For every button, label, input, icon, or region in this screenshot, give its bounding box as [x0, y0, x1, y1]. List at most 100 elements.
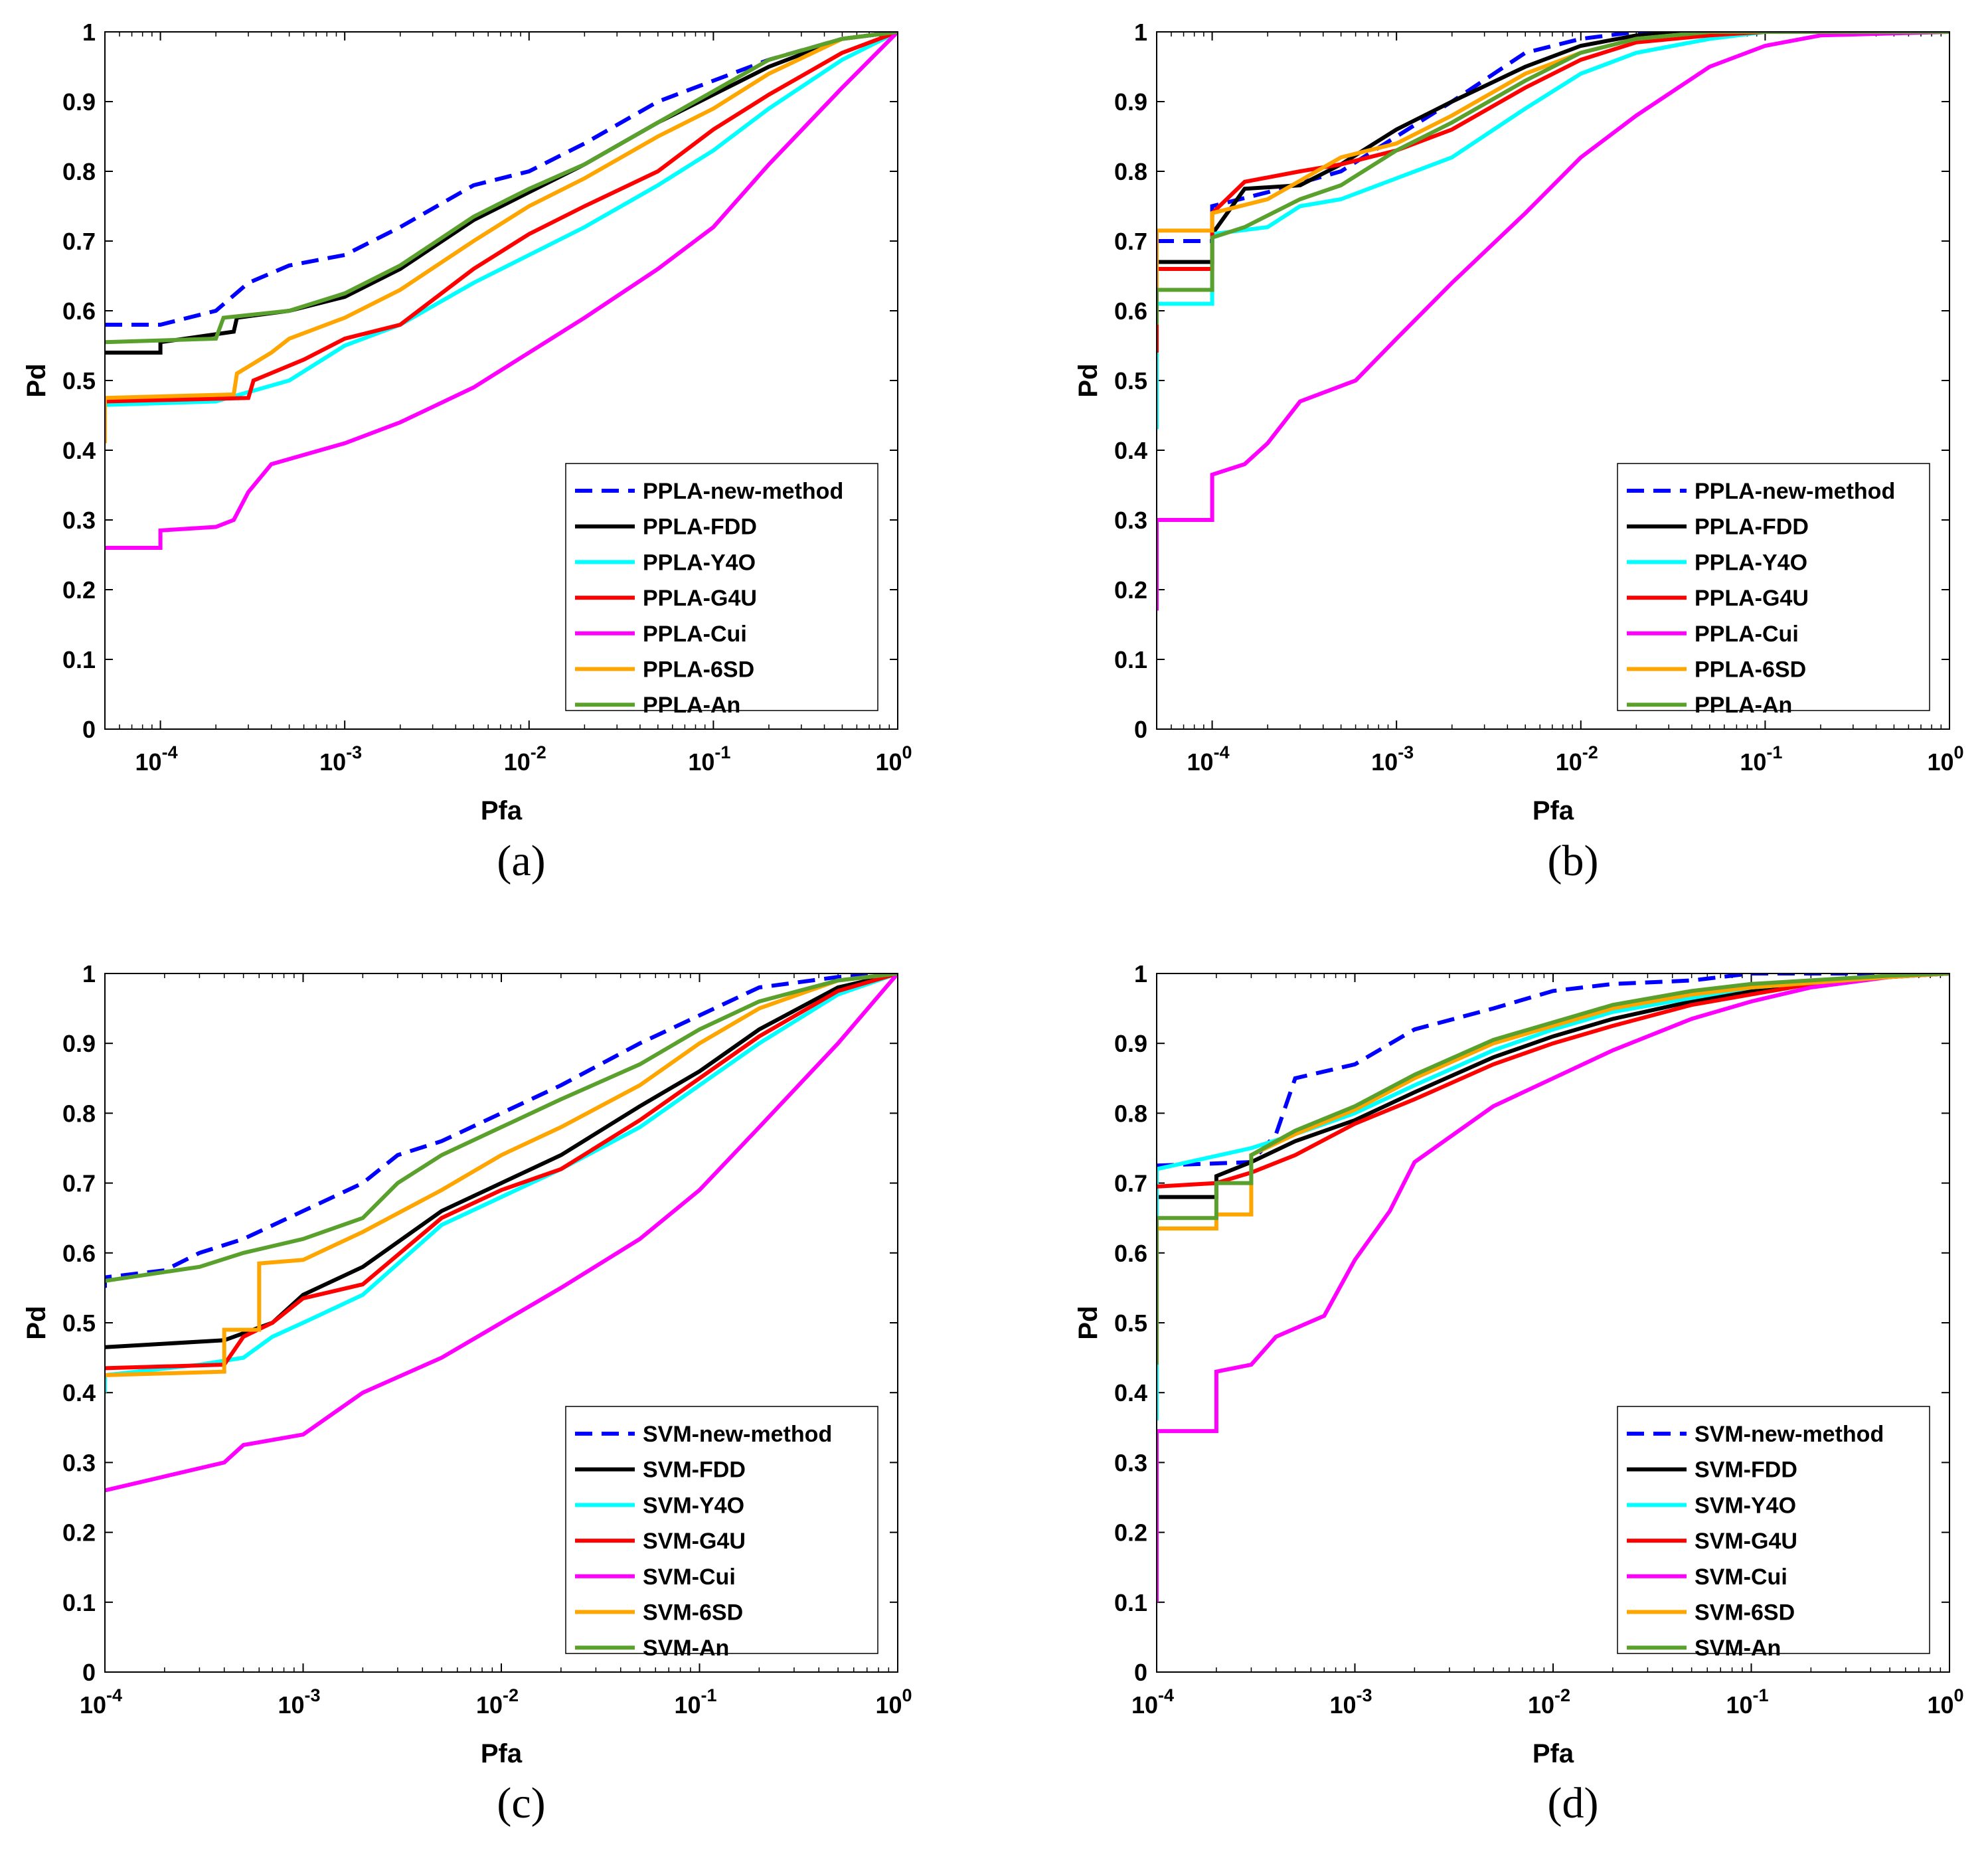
x-tick-base: 10 [875, 748, 902, 776]
y-tick-label: 0.6 [1114, 297, 1147, 325]
x-tick-label: 10-1 [1740, 742, 1782, 776]
series-group [105, 32, 898, 550]
legend-label: SVM-Cui [1695, 1564, 1787, 1590]
legend-label: SVM-Y4O [643, 1493, 744, 1518]
axes-frame [1156, 973, 1950, 1673]
series-line-ppla-new-method [1157, 32, 1949, 243]
legend-label: SVM-FDD [643, 1458, 746, 1483]
x-tick-label: 100 [875, 742, 912, 776]
legend-label: PPLA-An [643, 693, 740, 718]
y-tick-label: 0.4 [62, 1379, 96, 1406]
y-tick-label: 0 [1134, 1659, 1147, 1686]
series-line-ppla-an [1157, 32, 1949, 325]
series-line-svm-y4o [105, 973, 898, 1393]
y-tick-label: 0.8 [1114, 158, 1147, 185]
x-tick-base: 10 [1726, 1691, 1752, 1719]
series-line-ppla-cui [1157, 32, 1949, 611]
series-line-svm-g4u [105, 973, 898, 1371]
series-line-ppla-y4o [105, 32, 898, 407]
y-tick-label: 0.7 [62, 228, 96, 255]
y-tick-label: 0.3 [62, 1449, 96, 1476]
x-axis-label: Pfa [1532, 796, 1574, 825]
x-tick-exponent: -3 [1357, 1685, 1372, 1705]
legend-label: PPLA-An [1695, 693, 1792, 718]
x-tick-exponent: -3 [1398, 742, 1414, 762]
panel-caption: (d) [1548, 1779, 1599, 1827]
x-tick-base: 10 [1371, 748, 1398, 776]
y-tick-label: 0.2 [62, 576, 96, 604]
x-tick-base: 10 [1556, 748, 1582, 776]
x-tick-base: 10 [875, 1691, 902, 1719]
series-group [1157, 32, 1949, 611]
y-tick-label: 0.5 [1114, 1309, 1147, 1337]
y-tick-label: 0.4 [1114, 437, 1147, 464]
legend-label: SVM-new-method [1695, 1422, 1884, 1447]
y-tick-label: 0.8 [62, 158, 96, 185]
x-tick-exponent: -3 [305, 1685, 321, 1705]
y-tick-label: 0.6 [62, 1240, 96, 1267]
series-line-svm-cui [105, 973, 898, 1493]
series-line-ppla-6sd [105, 32, 898, 444]
panel-caption: (c) [497, 1779, 545, 1827]
legend-label: PPLA-new-method [643, 479, 843, 504]
y-axis-label: Pd [22, 363, 51, 397]
y-axis-label: Pd [22, 1306, 51, 1339]
series-line-svm-6sd [1157, 973, 1949, 1230]
x-tick-base: 10 [1528, 1691, 1554, 1719]
y-tick-label: 1 [1134, 19, 1147, 46]
x-tick-label: 100 [875, 1685, 912, 1719]
y-tick-label: 0.4 [1114, 1379, 1147, 1406]
x-tick-exponent: -1 [1766, 742, 1782, 762]
series-line-svm-6sd [105, 973, 898, 1377]
y-tick-label: 0.1 [62, 646, 96, 673]
series-line-ppla-new-method [105, 32, 898, 327]
x-tick-base: 10 [476, 1691, 503, 1719]
panel-caption: (b) [1548, 837, 1599, 885]
x-tick-base: 10 [135, 748, 162, 776]
legend-label: PPLA-G4U [1695, 586, 1809, 611]
x-tick-base: 10 [674, 1691, 701, 1719]
x-tick-exponent: -2 [531, 742, 546, 762]
y-axis-label: Pd [1074, 363, 1103, 397]
y-tick-label: 0.6 [62, 297, 96, 325]
x-tick-exponent: -1 [1753, 1685, 1769, 1705]
legend: SVM-new-method SVM-FDD SVM-Y4O SVM-G4U SVM-C… [1617, 1406, 1930, 1661]
x-tick-base: 10 [319, 748, 346, 776]
y-tick-label: 0.6 [1114, 1240, 1147, 1267]
y-tick-label: 1 [1134, 960, 1147, 987]
x-tick-label: 10-4 [1131, 1685, 1174, 1719]
x-tick-label: 10-1 [674, 1685, 716, 1719]
legend-label: PPLA-Y4O [1695, 550, 1807, 575]
legend-label: PPLA-FDD [1695, 515, 1809, 540]
y-tick-label: 0.2 [62, 1519, 96, 1547]
axes-frame [1156, 31, 1950, 730]
y-tick-label: 0.3 [1114, 1449, 1147, 1476]
x-tick-exponent: -2 [1554, 1685, 1570, 1705]
y-tick-label: 0 [1134, 716, 1147, 743]
x-tick-exponent: -1 [714, 742, 730, 762]
y-tick-label: 0.3 [1114, 507, 1147, 534]
legend-label: SVM-Cui [643, 1564, 736, 1590]
x-axis-label: Pfa [1532, 1739, 1574, 1768]
axes-frame [104, 31, 898, 730]
y-tick-label: 0.3 [62, 507, 96, 534]
x-tick-label: 10-3 [1329, 1685, 1372, 1719]
y-tick-label: 0 [82, 716, 96, 743]
x-tick-label: 10-3 [319, 742, 362, 776]
legend-label: PPLA-new-method [1695, 479, 1895, 504]
series-line-ppla-fdd [105, 32, 898, 355]
legend: PPLA-new-method PPLA-FDD PPLA-Y4O PPLA-G4U P… [1617, 463, 1930, 718]
y-tick-label: 1 [82, 19, 96, 46]
x-tick-exponent: -4 [1158, 1685, 1174, 1705]
series-group [105, 973, 898, 1493]
x-tick-label: 10-2 [1556, 742, 1598, 776]
y-axis-label: Pd [1074, 1306, 1103, 1339]
y-tick-label: 0.1 [62, 1589, 96, 1616]
y-tick-label: 0.4 [62, 437, 96, 464]
x-tick-label: 10-1 [688, 742, 730, 776]
x-tick-label: 10-4 [135, 742, 178, 776]
axes-frame [104, 973, 898, 1673]
x-tick-base: 10 [1329, 1691, 1356, 1719]
